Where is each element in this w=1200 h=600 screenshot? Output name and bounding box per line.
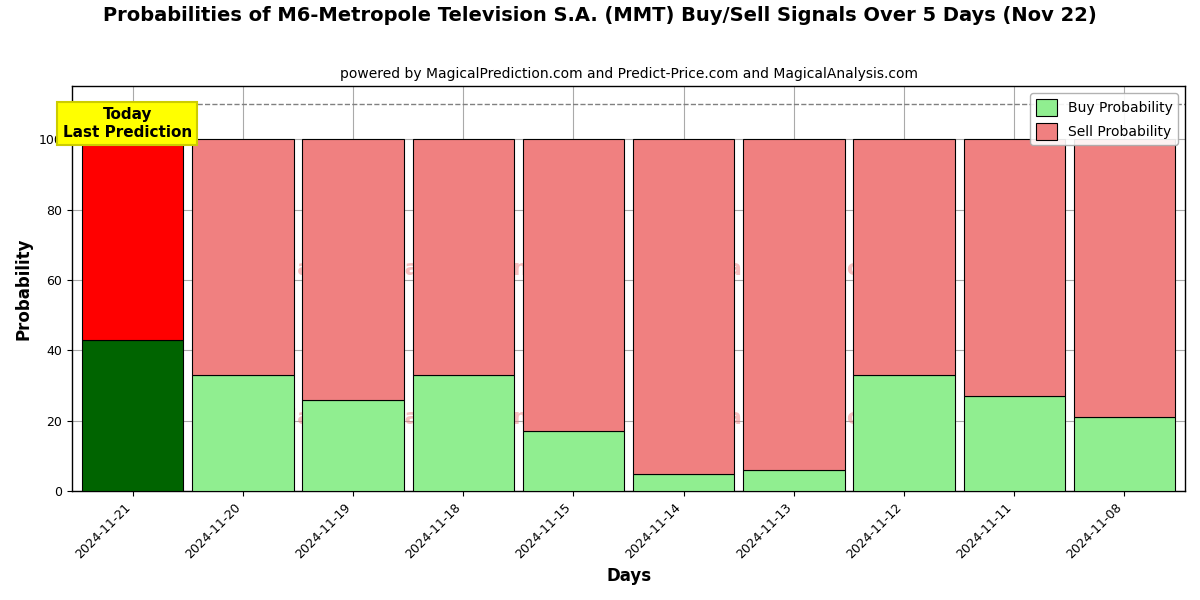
Bar (82, 340, 184, 491)
Bar (853, 375, 955, 491)
Bar (1074, 418, 1175, 491)
Text: MagicalPrediction.com: MagicalPrediction.com (653, 259, 938, 278)
Bar (302, 400, 404, 491)
Bar (964, 139, 1064, 396)
Text: MagicalAnalysis.com: MagicalAnalysis.com (276, 259, 536, 278)
Bar (413, 375, 514, 491)
X-axis label: Days: Days (606, 567, 652, 585)
Bar (743, 470, 845, 491)
Text: Probabilities of M6-Metropole Television S.A. (MMT) Buy/Sell Signals Over 5 Days: Probabilities of M6-Metropole Television… (103, 6, 1097, 25)
Bar (413, 139, 514, 375)
Text: MagicalPrediction.com: MagicalPrediction.com (653, 409, 938, 428)
Bar (632, 474, 734, 491)
Y-axis label: Probability: Probability (16, 238, 34, 340)
Bar (1074, 139, 1175, 418)
Bar (192, 375, 294, 491)
Text: MagicalAnalysis.com: MagicalAnalysis.com (276, 409, 536, 428)
Bar (743, 139, 845, 470)
Title: powered by MagicalPrediction.com and Predict-Price.com and MagicalAnalysis.com: powered by MagicalPrediction.com and Pre… (340, 67, 918, 81)
Bar (523, 431, 624, 491)
Bar (853, 139, 955, 375)
Bar (82, 139, 184, 340)
Bar (632, 139, 734, 474)
Legend: Buy Probability, Sell Probability: Buy Probability, Sell Probability (1030, 93, 1178, 145)
Text: Today
Last Prediction: Today Last Prediction (62, 107, 192, 140)
Bar (302, 139, 404, 400)
Bar (192, 139, 294, 375)
Bar (964, 396, 1064, 491)
Bar (523, 139, 624, 431)
